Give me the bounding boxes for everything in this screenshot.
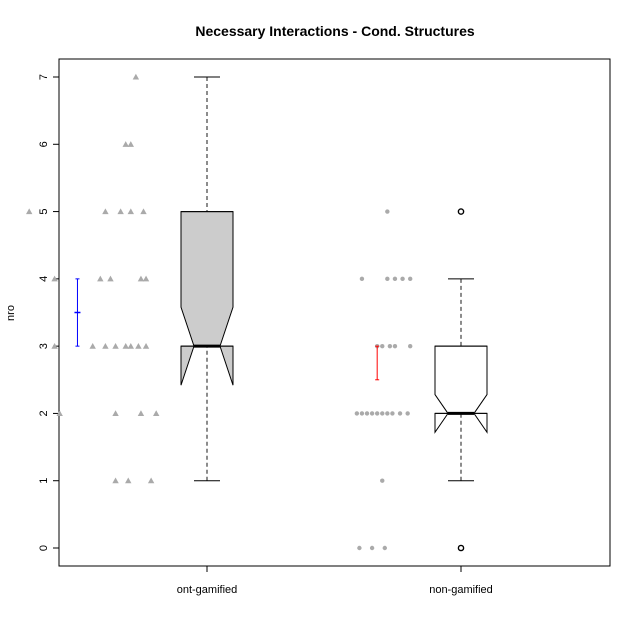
jitter-point [392, 343, 398, 349]
y-axis: 0 1 2 3 4 5 6 7 [38, 74, 60, 551]
jitter-point [359, 411, 365, 416]
jitter-point [142, 275, 150, 282]
jitter-point [102, 342, 109, 349]
jitter-point [142, 342, 150, 349]
jitter-point [107, 275, 114, 282]
y-tick-label: 0 [38, 545, 50, 551]
y-tick-label: 3 [38, 343, 50, 349]
x-tick-label: ont-gamified [177, 584, 238, 596]
y-tick-label: 1 [38, 478, 50, 484]
notched-box [434, 345, 488, 434]
jitter-point [122, 342, 129, 349]
jitter-point [132, 73, 140, 80]
outlier-point [457, 208, 465, 215]
y-tick-label: 5 [38, 209, 50, 215]
mean-ci-group [74, 278, 380, 381]
jitter-point [405, 411, 410, 416]
jitter-point [390, 411, 395, 416]
jitter-point [369, 545, 375, 551]
jitter-point [26, 208, 33, 215]
jitter-point [140, 208, 147, 215]
jitter-point [127, 141, 134, 147]
jitter-point [89, 342, 96, 349]
x-tick-label: non-gamified [429, 584, 493, 596]
jitter-point [147, 477, 155, 484]
jitter-point [51, 342, 58, 349]
jitter-point [380, 478, 385, 483]
jitter-point [112, 410, 119, 416]
jitter-point [354, 411, 360, 416]
jitter-point [385, 209, 390, 214]
jitter-point [112, 477, 119, 484]
y-tick-label: 4 [38, 276, 50, 282]
y-axis-label: nro [5, 305, 17, 321]
jitter-points-group [26, 73, 413, 551]
jitter-point [408, 343, 413, 349]
jitter-point [364, 411, 370, 416]
jitter-point [374, 411, 380, 416]
jitter-point [408, 276, 413, 282]
jitter-point [382, 545, 387, 551]
jitter-point [102, 208, 109, 215]
x-axis: ont-gamified non-gamified [177, 566, 493, 596]
boxes-group [180, 76, 488, 552]
jitter-point [122, 141, 129, 147]
jitter-point [385, 276, 390, 282]
jitter-point [127, 208, 134, 215]
jitter-point [117, 208, 124, 215]
jitter-point [135, 342, 142, 349]
jitter-point [392, 276, 398, 282]
jitter-point [51, 275, 58, 282]
jitter-point [137, 410, 145, 416]
jitter-point [56, 410, 63, 416]
jitter-point [359, 276, 365, 282]
jitter-point [385, 411, 390, 416]
jitter-point [369, 411, 375, 416]
outlier-point [457, 544, 465, 552]
jitter-point [112, 342, 119, 349]
jitter-point [137, 275, 145, 282]
jitter-point [397, 411, 403, 416]
plot-frame [58, 58, 611, 567]
y-tick-label: 2 [38, 410, 50, 416]
jitter-point [380, 411, 385, 416]
chart-title: Necessary Interactions - Cond. Structure… [195, 23, 475, 39]
jitter-point [400, 276, 405, 282]
y-tick-label: 6 [38, 141, 50, 147]
jitter-point [97, 275, 104, 282]
jitter-point [357, 545, 362, 551]
jitter-point [127, 342, 134, 349]
y-tick-label: 7 [38, 74, 50, 80]
jitter-point [125, 477, 132, 484]
jitter-point [387, 343, 393, 349]
jitter-point [153, 410, 160, 416]
jitter-point [380, 343, 385, 349]
